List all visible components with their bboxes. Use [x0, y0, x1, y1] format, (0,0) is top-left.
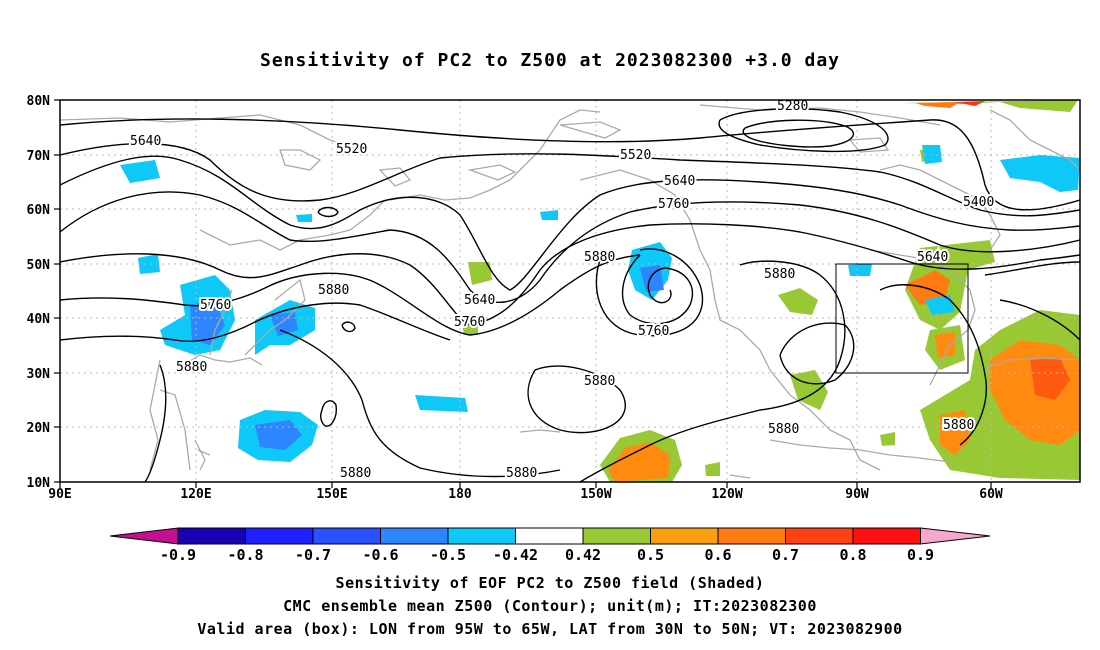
contour-label: 5400: [963, 195, 994, 210]
colorbar-swatch: [852, 527, 921, 545]
contour-label: 5760: [658, 197, 689, 212]
colorbar-label: -0.7: [295, 546, 331, 564]
contour-label: 5880: [768, 422, 799, 437]
contour-label: 5280: [777, 99, 808, 114]
lon-label: 180: [448, 487, 472, 502]
colorbar-label: 0.6: [704, 546, 731, 564]
coastlines: [60, 104, 1080, 479]
colorbar-label: 0.9: [907, 546, 934, 564]
longitude-axis: [59, 482, 992, 488]
lon-label: 120W: [711, 487, 742, 502]
contour-labels: 5280 5640 5520 5520 5640 5760 5400 5880 …: [128, 97, 996, 483]
contour-label: 5880: [318, 283, 349, 298]
contour-label: 5640: [917, 250, 948, 265]
lon-label: 90E: [48, 487, 71, 502]
lat-label: 50N: [27, 258, 51, 273]
lon-label: 120E: [180, 487, 211, 502]
colorbar-high-extend: [920, 527, 991, 545]
contour-label: 5640: [664, 174, 695, 189]
contour-label: 5880: [764, 267, 795, 282]
colorbar-label: -0.6: [362, 546, 398, 564]
contour-label: 5880: [943, 418, 974, 433]
colorbar-label: 0.8: [839, 546, 866, 564]
lat-label: 30N: [27, 367, 51, 382]
colorbar-swatch: [785, 527, 854, 545]
colorbar-swatch: [515, 527, 584, 545]
lat-label: 60N: [27, 203, 51, 218]
colorbar-swatch: [380, 527, 449, 545]
colorbar-swatch: [177, 527, 246, 545]
contour-label: 5760: [454, 315, 485, 330]
colorbar: [109, 527, 991, 545]
lon-label: 90W: [845, 487, 869, 502]
caption-contour: CMC ensemble mean Z500 (Contour); unit(m…: [283, 597, 817, 615]
contour-label: 5640: [130, 134, 161, 149]
contour-label: 5520: [620, 148, 651, 163]
colorbar-swatch: [245, 527, 314, 545]
lat-label: 20N: [27, 421, 51, 436]
map-title: Sensitivity of PC2 to Z500 at 2023082300…: [259, 50, 840, 71]
colorbar-swatch: [650, 527, 719, 545]
colorbar-low-extend: [109, 527, 179, 545]
contour-label: 5640: [464, 293, 495, 308]
lat-label: 10N: [27, 476, 51, 491]
caption-shaded: Sensitivity of EOF PC2 to Z500 field (Sh…: [335, 574, 765, 592]
colorbar-swatch: [312, 527, 381, 545]
positive-sensitivity-regions: [462, 100, 1080, 482]
caption-valid-area: Valid area (box): LON from 95W to 65W, L…: [197, 620, 903, 638]
colorbar-label: 0.42: [565, 546, 601, 564]
lon-label: 150W: [580, 487, 611, 502]
lon-label: 150E: [316, 487, 347, 502]
colorbar-label: 0.5: [637, 546, 664, 564]
contour-label: 5880: [176, 360, 207, 375]
colorbar-swatch: [717, 527, 786, 545]
contour-label: 5520: [336, 142, 367, 157]
lat-label: 80N: [27, 94, 51, 109]
shaded-sensitivity-regions: [120, 100, 1080, 482]
map-frame: [59, 99, 1081, 483]
contour-label: 5880: [340, 466, 371, 481]
colorbar-label: -0.9: [160, 546, 196, 564]
colorbar-label: 0.7: [772, 546, 799, 564]
contour-label: 5760: [200, 298, 231, 313]
colorbar-swatch: [582, 527, 651, 545]
contour-label: 5880: [584, 250, 615, 265]
colorbar-label: -0.42: [493, 546, 538, 564]
lon-label: 60W: [979, 487, 1003, 502]
colorbar-swatch: [447, 527, 516, 545]
colorbar-label: -0.5: [430, 546, 466, 564]
contour-label: 5760: [638, 324, 669, 339]
lat-label: 70N: [27, 149, 51, 164]
contour-label: 5880: [584, 374, 615, 389]
contour-label: 5880: [506, 466, 537, 481]
valid-area-box: [835, 263, 969, 374]
latitude-axis: [54, 99, 60, 483]
z500-contours: [60, 108, 1080, 482]
colorbar-label: -0.8: [227, 546, 263, 564]
lat-label: 40N: [27, 312, 51, 327]
negative-sensitivity-regions: [120, 145, 1080, 462]
